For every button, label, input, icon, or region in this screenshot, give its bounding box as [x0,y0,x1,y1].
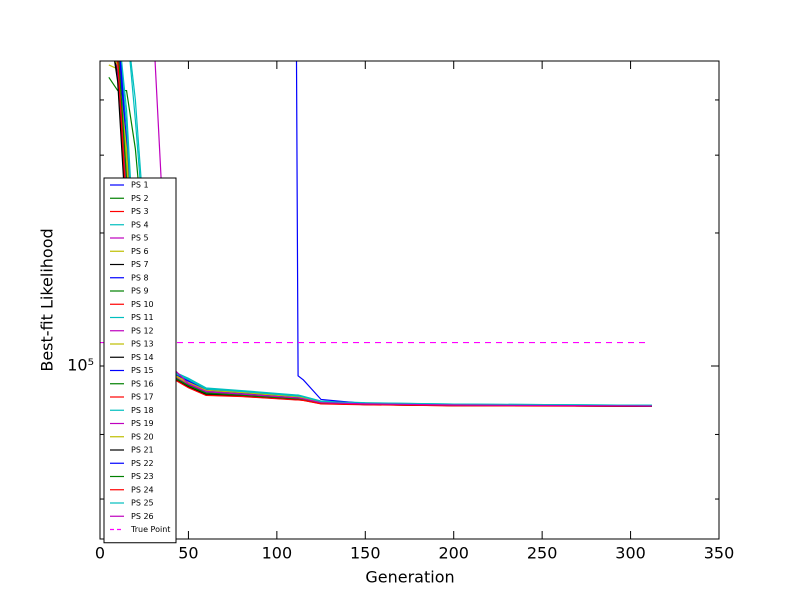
legend-label: PS 19 [131,419,154,428]
legend-label: PS 8 [131,273,149,282]
legend-box [103,177,177,544]
series-line [129,61,652,407]
legend-label: PS 25 [131,499,154,508]
legend-label: PS 10 [131,300,154,309]
legend: PS 1 PS 2 PS 3 PS 4 PS 5 PS 6 PS 7 PS 8 PS 9 PS 1… [103,177,177,544]
ticks: 0 50 100 150 200 250 300 350 10⁵ [67,61,734,563]
legend-label: PS 17 [131,393,154,402]
x-tick-label: 150 [350,544,381,563]
legend-label: PS 14 [131,353,154,362]
x-tick-label: 350 [704,544,735,563]
x-tick-label: 50 [178,544,198,563]
legend-label: PS 7 [131,260,149,269]
x-tick-label: 100 [262,544,293,563]
legend-label: PS 6 [131,247,149,256]
legend-label: PS 18 [131,406,154,415]
x-axis-label: Generation [365,568,454,587]
x-tick-label: 250 [527,544,558,563]
legend-label: PS 11 [131,313,154,322]
legend-label: PS 24 [131,485,154,494]
axes-frame [99,60,720,540]
legend-label: PS 2 [131,194,149,203]
legend-label: PS 23 [131,472,154,481]
legend-label: PS 21 [131,446,154,455]
series-line [154,61,652,407]
legend-label: PS 9 [131,287,149,296]
x-tick-label: 300 [615,544,646,563]
series-line [295,61,652,407]
y-tick-label: 10⁵ [67,356,94,375]
legend-label: PS 20 [131,432,154,441]
legend-label: PS 5 [131,234,149,243]
legend-label: PS 3 [131,207,149,216]
legend-label: PS 4 [131,220,149,229]
legend-label: PS 16 [131,379,154,388]
legend-label: PS 12 [131,326,154,335]
y-axis-label: Best-fit Likelihood [38,228,57,371]
legend-label: PS 22 [131,459,154,468]
x-tick-label: 0 [95,544,105,563]
legend-label: True Point [130,525,170,534]
legend-label: PS 26 [131,512,154,521]
legend-label: PS 1 [131,181,149,190]
x-tick-label: 200 [438,544,469,563]
legend-label: PS 15 [131,366,154,375]
legend-label: PS 13 [131,340,154,349]
